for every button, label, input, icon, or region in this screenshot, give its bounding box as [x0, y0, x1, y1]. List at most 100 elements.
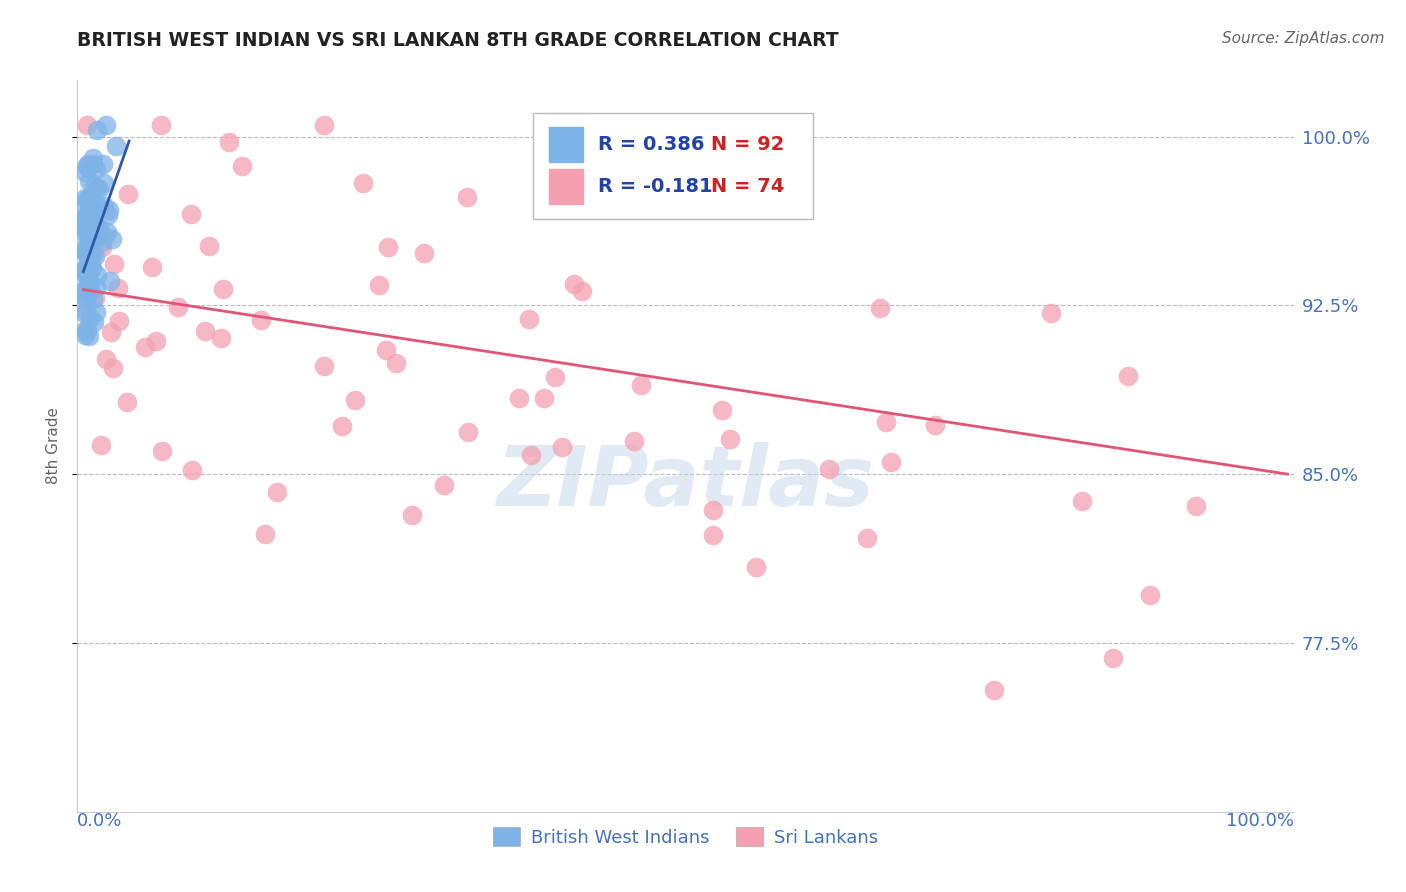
Point — [79, 232, 101, 246]
Point — [630, 377, 652, 392]
Point — [375, 343, 398, 357]
Point — [76, 322, 98, 336]
Point — [84, 305, 107, 319]
Legend: British West Indians, Sri Lankans: British West Indians, Sri Lankans — [485, 820, 886, 854]
Point — [718, 433, 741, 447]
Point — [75, 164, 97, 178]
Point — [218, 136, 240, 150]
Point — [115, 395, 138, 409]
Point — [101, 361, 124, 376]
Point — [84, 249, 107, 263]
Point — [98, 274, 121, 288]
Point — [367, 278, 389, 293]
Point — [73, 244, 96, 258]
Point — [209, 331, 232, 345]
Point — [91, 157, 114, 171]
Point — [77, 287, 100, 301]
Point — [93, 176, 115, 190]
Point — [86, 268, 108, 282]
Point — [880, 455, 903, 469]
Point — [150, 444, 173, 458]
Point — [82, 248, 104, 262]
Point — [73, 220, 96, 235]
Point — [77, 232, 100, 246]
Point — [180, 463, 202, 477]
Point — [76, 285, 98, 300]
Point — [1185, 499, 1208, 513]
Point — [343, 392, 366, 407]
Point — [77, 261, 100, 276]
Point — [76, 192, 98, 206]
Point — [73, 197, 96, 211]
Point — [83, 217, 105, 231]
Point — [75, 268, 97, 283]
Point — [412, 245, 434, 260]
Point — [76, 194, 98, 208]
Point — [73, 283, 96, 297]
FancyBboxPatch shape — [550, 127, 583, 162]
Point — [77, 328, 100, 343]
Point — [198, 238, 221, 252]
Point — [330, 418, 353, 433]
Point — [77, 209, 100, 223]
Point — [401, 508, 423, 522]
Point — [312, 359, 335, 373]
Point — [702, 503, 724, 517]
Point — [87, 181, 110, 195]
Point — [433, 478, 456, 492]
Point — [107, 314, 129, 328]
Point — [1116, 368, 1139, 383]
Point — [75, 283, 97, 297]
Point — [82, 151, 104, 165]
Point — [75, 221, 97, 235]
Point — [77, 227, 100, 242]
Text: R = 0.386: R = 0.386 — [598, 136, 704, 154]
Text: R = -0.181: R = -0.181 — [598, 177, 713, 196]
Text: N = 74: N = 74 — [711, 177, 785, 196]
Point — [91, 240, 114, 254]
Point — [93, 198, 115, 212]
Point — [77, 243, 100, 257]
Point — [79, 282, 101, 296]
Point — [94, 118, 117, 132]
Point — [77, 224, 100, 238]
Point — [79, 254, 101, 268]
Point — [519, 449, 541, 463]
Point — [75, 209, 97, 223]
Point — [77, 204, 100, 219]
Y-axis label: 8th Grade: 8th Grade — [45, 408, 60, 484]
Point — [83, 315, 105, 329]
Point — [1070, 493, 1092, 508]
Point — [96, 225, 118, 239]
Point — [377, 239, 399, 253]
Point — [76, 258, 98, 272]
Point — [73, 263, 96, 277]
Point — [76, 245, 98, 260]
Point — [76, 216, 98, 230]
Point — [82, 292, 104, 306]
Point — [76, 160, 98, 174]
Point — [73, 191, 96, 205]
Point — [75, 247, 97, 261]
Point — [80, 249, 103, 263]
Point — [623, 434, 645, 449]
Point — [745, 560, 768, 574]
Point — [856, 532, 879, 546]
Point — [75, 262, 97, 277]
Point — [94, 230, 117, 244]
FancyBboxPatch shape — [550, 169, 583, 204]
Point — [266, 485, 288, 500]
Point — [212, 282, 235, 296]
Point — [82, 157, 104, 171]
Text: Source: ZipAtlas.com: Source: ZipAtlas.com — [1222, 31, 1385, 46]
Point — [86, 181, 108, 195]
Point — [983, 682, 1005, 697]
Point — [77, 272, 100, 286]
FancyBboxPatch shape — [533, 113, 813, 219]
Point — [79, 217, 101, 231]
Point — [77, 247, 100, 261]
Point — [83, 178, 105, 193]
Text: BRITISH WEST INDIAN VS SRI LANKAN 8TH GRADE CORRELATION CHART: BRITISH WEST INDIAN VS SRI LANKAN 8TH GR… — [77, 31, 839, 50]
Point — [1040, 306, 1063, 320]
Point — [82, 198, 104, 212]
